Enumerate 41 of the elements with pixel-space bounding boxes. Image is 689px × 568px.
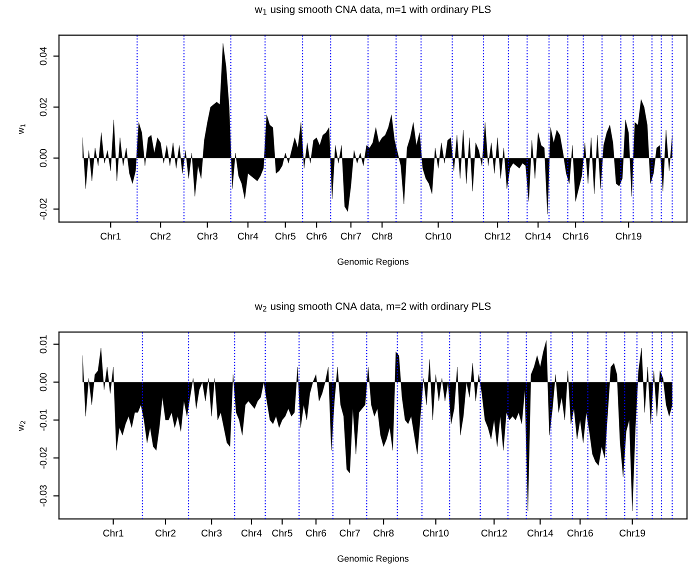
x-tick-label: Chr6 <box>306 232 327 240</box>
y-tick-label: 0.02 <box>40 98 47 116</box>
y-tick-label: -0.01 <box>40 409 47 431</box>
chart-title: w$_{2}$ using smooth CNA data, m=2 with ordinary PLS <box>254 302 491 312</box>
x-tick-label: Chr8 <box>372 232 392 240</box>
x-tick-label: Chr16 <box>567 529 593 537</box>
x-axis-title: Genomic Regions <box>338 555 409 564</box>
x-tick-label: Chr5 <box>275 232 296 240</box>
x-tick-label: Chr7 <box>340 529 360 537</box>
y-tick-label: 0.00 <box>40 373 47 392</box>
x-tick-label: Chr19 <box>616 232 642 240</box>
x-tick-label: Chr12 <box>484 232 510 240</box>
y-tick-label: -0.02 <box>40 447 47 469</box>
x-tick-label: Chr14 <box>527 529 554 537</box>
x-tick-label: Chr7 <box>340 232 361 240</box>
x-tick-label: Chr2 <box>150 232 171 240</box>
x-tick-label: Chr16 <box>562 232 588 240</box>
x-tick-label: Chr5 <box>272 529 292 537</box>
x-tick-label: Chr14 <box>525 232 552 240</box>
x-tick-label: Chr10 <box>426 232 452 240</box>
y-axis-title: w$_{2}$ <box>18 421 26 432</box>
x-tick-label: Chr19 <box>620 529 646 537</box>
y-tick-label: 0.01 <box>40 335 47 354</box>
x-tick-label: Chr1 <box>100 232 121 240</box>
x-tick-label: Chr12 <box>481 529 507 537</box>
x-tick-label: Chr3 <box>202 529 222 537</box>
x-tick-label: Chr1 <box>103 529 124 537</box>
x-tick-label: Chr4 <box>241 529 262 537</box>
x-tick-label: Chr4 <box>238 232 258 240</box>
y-tick-label: -0.03 <box>40 485 47 507</box>
chart-title: w$_{1}$ using smooth CNA data, m=1 with ordinary PLS <box>254 5 491 16</box>
y-axis-title: w$_{1}$ <box>18 124 26 134</box>
x-axis-title: Genomic Regions <box>338 258 409 267</box>
x-tick-label: Chr6 <box>306 529 326 537</box>
y-tick-label: 0.04 <box>40 46 47 66</box>
x-tick-label: Chr3 <box>197 232 218 240</box>
x-tick-label: Chr2 <box>155 529 176 537</box>
x-tick-label: Chr10 <box>423 529 449 537</box>
y-tick-label: -0.02 <box>40 198 47 220</box>
y-tick-label: 0.00 <box>40 149 47 168</box>
x-tick-label: Chr8 <box>374 529 394 537</box>
